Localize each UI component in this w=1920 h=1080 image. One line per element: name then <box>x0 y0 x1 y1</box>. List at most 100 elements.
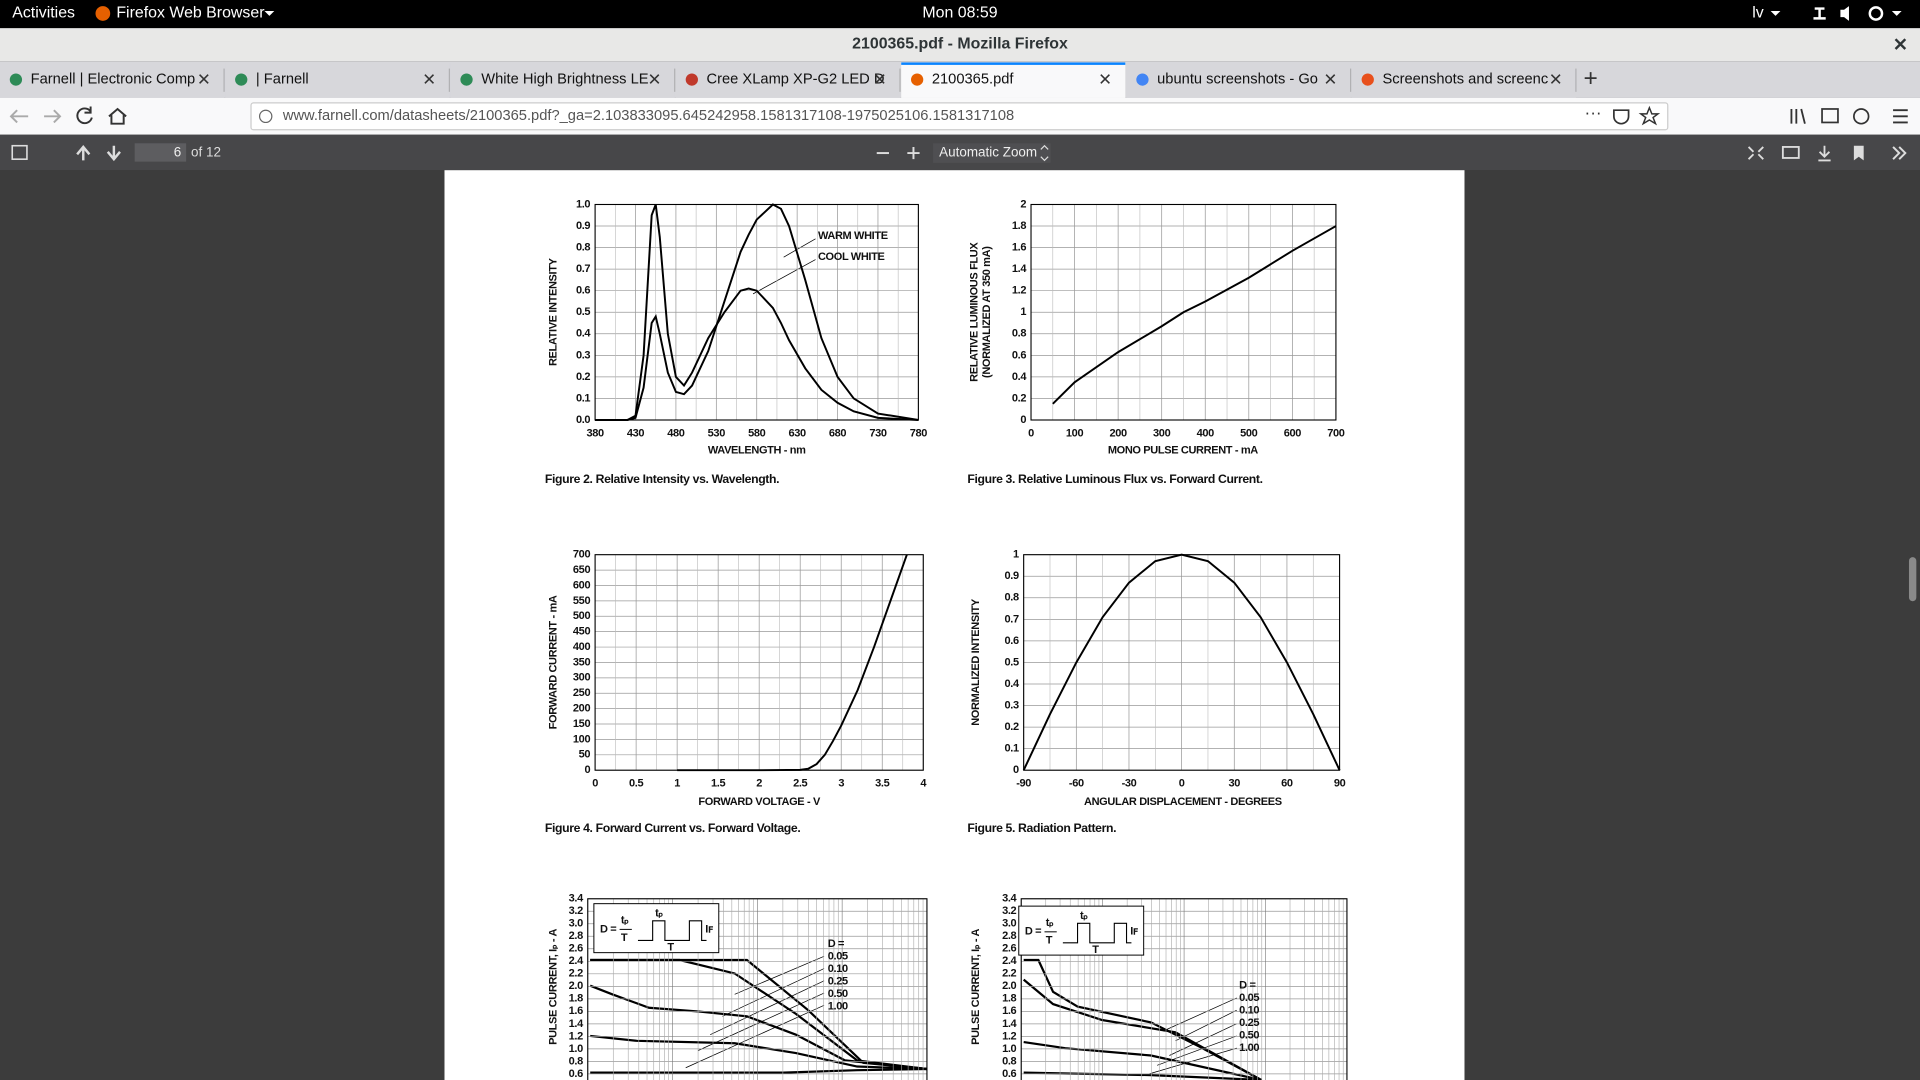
y-tick-label: 1 <box>1013 549 1019 561</box>
y-tick-label: 2.4 <box>569 955 584 967</box>
leader <box>685 955 825 1069</box>
inset-text: T <box>621 932 628 944</box>
y-tick-label: 0.7 <box>1005 613 1019 625</box>
x-tick-label: 0 <box>1028 427 1034 439</box>
forward-button[interactable] <box>44 109 62 124</box>
y-tick-label: 0.6 <box>569 1068 583 1080</box>
x-axis-label: FORWARD VOLTAGE - V <box>698 796 821 808</box>
zoom-in[interactable] <box>907 146 920 160</box>
tab-close[interactable] <box>1100 74 1110 84</box>
tab-close[interactable] <box>1325 74 1336 84</box>
tab[interactable] <box>675 62 900 98</box>
y-tick-label: 3.2 <box>1002 905 1016 917</box>
y-tick-label: 50 <box>579 749 591 761</box>
scrollbar-thumb[interactable] <box>1908 557 1917 602</box>
figure: 0 50 100 150 200 250 300 350 400 450 500 550 600 650 7… <box>545 549 928 836</box>
y-tick-label: 2.8 <box>1002 930 1016 942</box>
site-info[interactable] <box>258 109 273 124</box>
tab[interactable] <box>225 62 450 98</box>
library-button[interactable] <box>1790 108 1806 124</box>
active-tab[interactable] <box>901 62 1126 98</box>
y-tick-label: 450 <box>573 626 591 638</box>
sidebar-button[interactable] <box>1821 108 1839 124</box>
input-source[interactable]: lv <box>1752 5 1764 22</box>
legend-entry: 0.25 <box>1239 1017 1259 1029</box>
power-icon <box>1868 6 1884 21</box>
tab[interactable] <box>450 62 675 98</box>
y-tick-label: 1.6 <box>569 1005 583 1017</box>
figure: 0 0.1 0.2 0.3 0.4 0.5 0.6 0.7 0.8 0.9 1 -90 -60 -30 0 3… <box>967 549 1346 836</box>
back-button[interactable] <box>9 109 29 124</box>
presentation-mode[interactable] <box>1747 146 1764 160</box>
tab[interactable] <box>0 62 225 98</box>
y-tick-label: 350 <box>573 656 591 668</box>
new-tab[interactable]: + <box>1583 65 1597 92</box>
tab-title[interactable]: Farnell | Electronic Comp <box>31 71 196 87</box>
next-page[interactable] <box>106 145 121 162</box>
page-actions[interactable]: ··· <box>1585 102 1602 122</box>
inset-text: tₚ <box>655 907 663 919</box>
tab-close[interactable] <box>424 74 435 84</box>
tab-close[interactable] <box>649 74 660 84</box>
x-tick-label: 500 <box>1240 427 1258 439</box>
tab-title[interactable]: White High Brightness LE <box>481 71 649 87</box>
y-tick-label: 2.4 <box>1002 955 1017 967</box>
y-tick-label: 300 <box>573 672 591 684</box>
tab-title[interactable]: ubuntu screenshots - Go <box>1157 71 1318 87</box>
tab[interactable] <box>1126 62 1351 98</box>
inset-text: Iꜰ <box>705 923 714 935</box>
account-button[interactable] <box>1853 108 1870 125</box>
home-button[interactable] <box>108 107 127 125</box>
y-tick-label: 2.2 <box>569 968 583 980</box>
tab-close[interactable] <box>874 74 885 84</box>
bookmark-star[interactable] <box>1638 105 1661 126</box>
favicon <box>1361 73 1374 86</box>
download-button[interactable] <box>1818 145 1831 162</box>
y-tick-label: 600 <box>573 579 591 591</box>
reload-button[interactable] <box>76 106 93 125</box>
clock[interactable]: Mon 08:59 <box>922 5 997 22</box>
tab-title[interactable]: Screenshots and screenc <box>1382 71 1548 87</box>
url[interactable]: www.farnell.com/datasheets/2100365.pdf?_… <box>282 108 1014 124</box>
y-tick-label: 0.9 <box>576 220 590 232</box>
sidebar-toggle[interactable] <box>11 144 28 160</box>
page-number[interactable]: 6 <box>174 145 181 160</box>
tab[interactable] <box>1351 62 1576 98</box>
series-annotation: COOL WHITE <box>818 251 885 263</box>
plot-frame <box>594 203 919 421</box>
tab-close[interactable] <box>1550 74 1561 84</box>
tab-title[interactable]: | Farnell <box>256 71 309 87</box>
favicon <box>235 73 248 86</box>
legend-entry: 0.25 <box>828 975 848 987</box>
bookmark-button[interactable] <box>1853 145 1864 161</box>
window-title: 2100365.pdf - Mozilla Firefox <box>852 35 1068 52</box>
y-tick-label: 500 <box>573 610 591 622</box>
favicon <box>911 73 924 86</box>
pulse-wave <box>1062 922 1132 944</box>
y-tick-label: 400 <box>573 641 591 653</box>
tab-title[interactable]: Cree XLamp XP-G2 LED D <box>707 71 885 87</box>
legend-entry: 0.10 <box>828 963 848 975</box>
tools-button[interactable] <box>1892 146 1907 160</box>
inset-text: T <box>1046 934 1053 946</box>
x-tick-label: 60 <box>1281 778 1293 790</box>
y-tick-label: 3.0 <box>569 918 583 930</box>
pocket-button[interactable] <box>1613 109 1630 125</box>
y-tick-label: 0.3 <box>1005 699 1019 711</box>
tab-title[interactable]: 2100365.pdf <box>932 71 1015 87</box>
y-tick-label: 1 <box>1020 306 1026 318</box>
menu-button[interactable] <box>1893 109 1908 124</box>
zoom-select[interactable] <box>933 143 1051 163</box>
print-button[interactable] <box>1781 146 1800 159</box>
y-tick-label: 0.2 <box>576 371 590 383</box>
activities[interactable]: Activities <box>12 5 75 22</box>
window-close[interactable] <box>1894 38 1907 50</box>
url-bar[interactable] <box>250 102 1669 131</box>
tab-close[interactable] <box>199 74 209 84</box>
series-line <box>1022 553 1341 771</box>
app-menu[interactable]: Firefox Web Browser <box>116 5 265 22</box>
zoom-value[interactable]: Automatic Zoom <box>939 145 1037 160</box>
previous-page[interactable] <box>76 145 91 161</box>
page-input[interactable] <box>134 143 187 162</box>
